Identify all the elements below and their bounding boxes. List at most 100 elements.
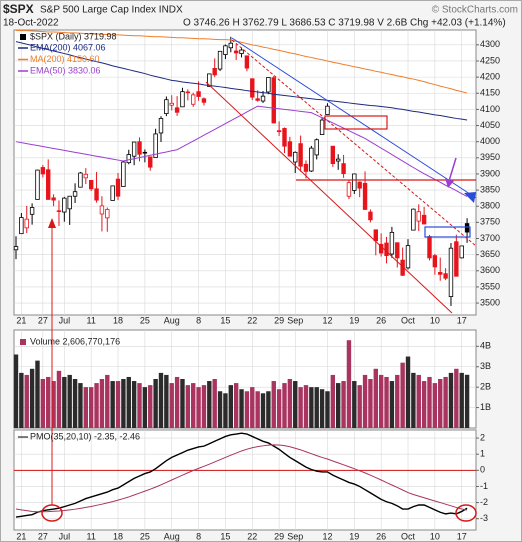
candle-body [368,211,373,221]
y-tick-label: 2 [480,432,485,442]
y-tick-label: 1 [480,449,485,459]
candle-body [158,118,164,134]
candle-body [29,207,35,215]
volume-bar [40,379,46,428]
volume-bar [438,379,443,428]
candle-body [137,141,142,155]
candle-body [260,95,266,102]
volume-bar [336,383,341,428]
x-tick-label: 25 [140,315,150,325]
candle-body [217,50,223,70]
x-tick-label: Aug [164,315,180,325]
volume-bar [191,383,196,428]
volume-bar [158,372,164,428]
volume-bar [314,387,319,428]
volume-bar [325,391,330,428]
candle-body [459,245,464,259]
volume-bar [121,379,126,428]
volume-bar [400,362,405,428]
volume-bar [29,368,35,428]
candle-body [330,145,336,165]
candle-body [341,163,346,175]
candle-body [416,211,421,222]
candle-body [110,185,115,201]
volume-bar [411,372,416,428]
candle-body [35,169,40,200]
candle-body [432,255,438,268]
candle-body [153,133,158,158]
candle-body [185,91,191,94]
candle-body [352,173,357,191]
volume-bar [94,383,99,428]
y-tick-label: 3900 [480,168,500,178]
trend-line [205,81,453,314]
candle-body [411,208,416,231]
volume-bar [266,391,271,428]
series-line [15,432,468,518]
candle-body [40,167,46,175]
x-tick-label: Oct [401,315,416,325]
candle-body [94,188,99,201]
candle-body [13,246,19,251]
volume-bar [368,379,373,428]
candle-body [223,45,228,55]
candle-body [448,247,454,298]
volume-bar [454,368,459,428]
y-tick-label: 4B [480,341,491,351]
x-tick-label: 25 [140,531,150,541]
candle-body [464,223,470,233]
candle-body [207,73,212,87]
legend-label: MA(200) 4150.60 [30,54,100,64]
volume-bar [228,385,233,428]
volume-bar [378,374,384,428]
panels: 3500 3550 3600 3650 3700 3750 3800 3850 3900 3950… [13,29,500,531]
volume-bar [110,381,115,428]
candle-body [427,236,432,259]
candle-body [438,271,443,275]
volume-bar [78,383,83,428]
candle-body [174,107,180,113]
candle-body [228,42,233,49]
y-tick-label: 0 [480,465,485,475]
volume-bar [137,383,142,428]
volume-bar [239,389,244,428]
arrow [448,157,457,182]
volume-bar [180,379,185,428]
volume-bar [464,374,470,428]
x-tick-label: 15 [220,315,230,325]
y-tick-label: 1B [480,402,491,412]
candle-body [357,181,362,189]
volume-bar [260,393,266,428]
panel [13,429,477,531]
volume-bar [115,381,121,428]
candle-body [373,229,378,242]
volume-bar [405,356,411,428]
candle-body [405,245,411,269]
volume-bar [319,389,325,428]
volume-bar [223,393,228,428]
volume-bar [169,383,174,428]
volume-bar [341,381,346,428]
candle-body [314,139,319,156]
y-tick-label: 2B [480,382,491,392]
volume-bar [421,381,427,428]
x-tick-label: Jul [59,531,71,541]
candle-body [319,119,325,135]
candle-body [115,178,121,197]
x-tick-label: Aug [164,531,180,541]
y-tick-label: -1 [480,481,488,491]
candle-body [180,91,185,108]
volume-bar [142,387,148,428]
highlight-circle [41,504,63,522]
x-tick-label: 22 [247,531,257,541]
volume-bar [432,383,438,428]
x-tick-label: 21 [16,531,26,541]
volume-bar [357,385,362,428]
candle-body [88,180,94,190]
date: 18-Oct-2022 [3,18,59,29]
candle-body [67,195,72,210]
candle-body [121,161,126,187]
y-tick-label: 4200 [480,71,500,81]
arrowhead [445,178,454,188]
trend-line [231,37,477,199]
